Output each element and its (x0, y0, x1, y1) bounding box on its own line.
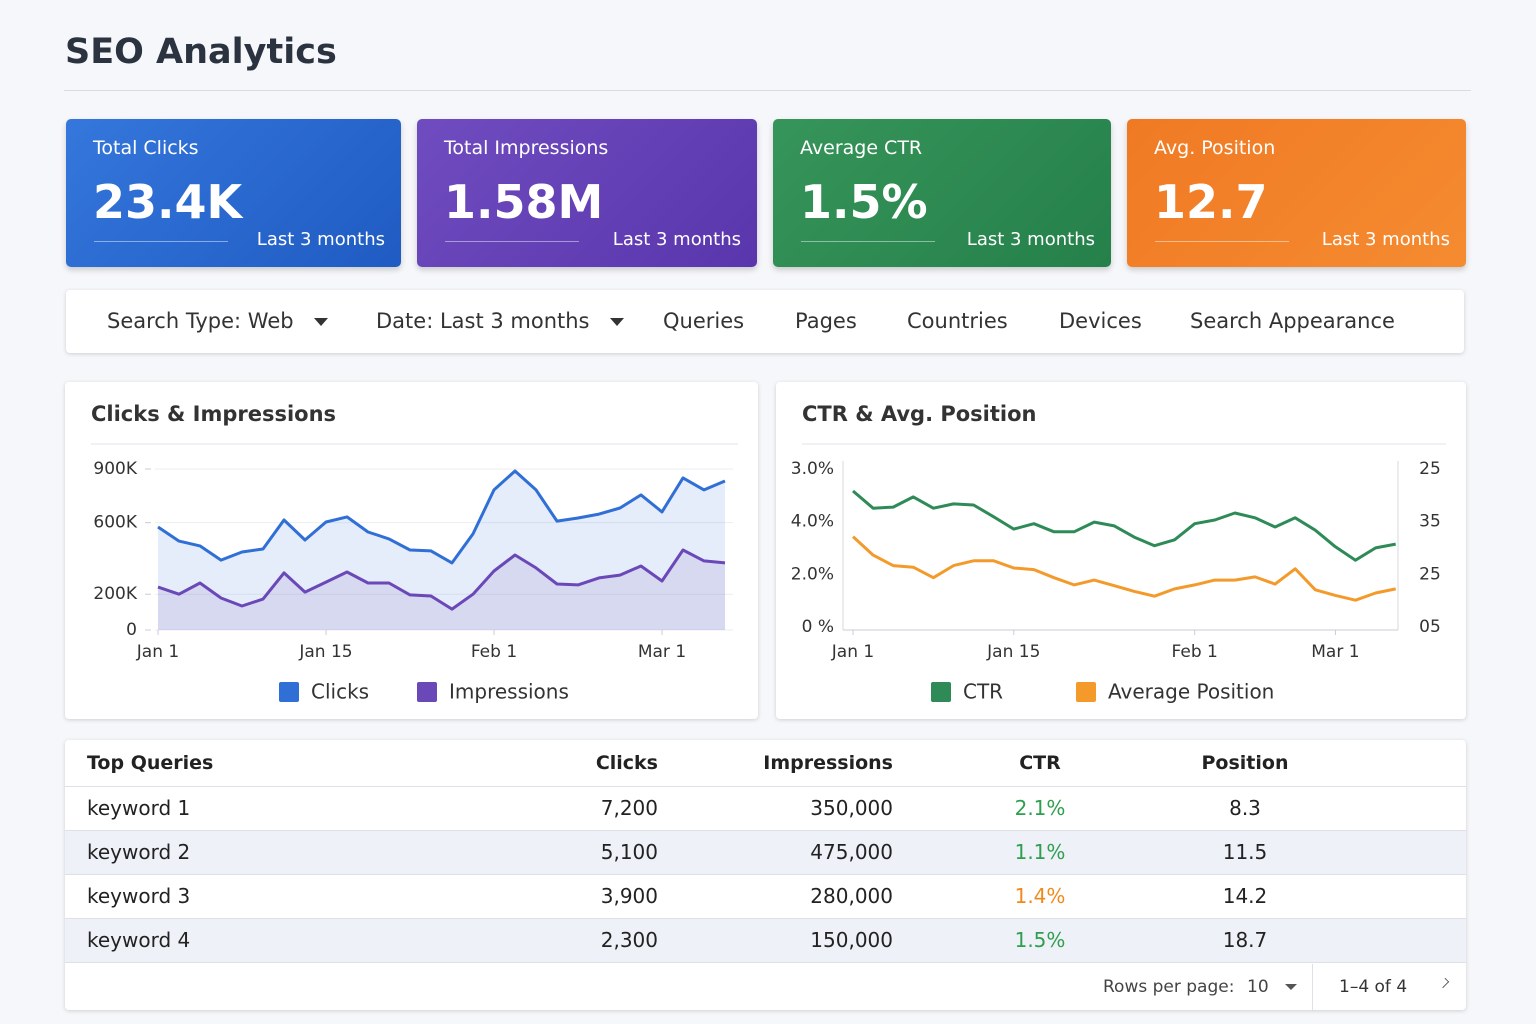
table-cell: keyword 1 (87, 796, 191, 820)
filter-tab[interactable]: Pages (795, 309, 857, 333)
kpi-label: Avg. Position (1154, 137, 1276, 159)
pagination-range: 1–4 of 4 (1339, 977, 1408, 997)
kpi-underline (445, 241, 579, 242)
table-cell: 18.7 (1222, 928, 1268, 952)
table-cell: 2,300 (600, 928, 658, 952)
table-cell: 14.2 (1222, 884, 1268, 908)
table-row (65, 918, 1466, 963)
table-cell: 280,000 (810, 884, 893, 908)
divider (64, 90, 1471, 91)
page-title: SEO Analytics (65, 32, 337, 72)
filter-label: Search Appearance (1190, 309, 1395, 333)
column-header: CTR (1019, 752, 1061, 774)
filter-label: Countries (907, 309, 1008, 333)
filter-label: Date: Last 3 months (376, 309, 590, 333)
table-cell: 475,000 (810, 840, 893, 864)
table-row (65, 786, 1466, 831)
kpi-underline (801, 241, 935, 242)
kpi-value: 1.58M (444, 175, 604, 229)
rows-per-page-select[interactable]: 10 (1247, 977, 1297, 997)
filter-tab[interactable]: Countries (907, 309, 1008, 333)
kpi-card: Avg. Position 12.7 Last 3 months (1127, 119, 1466, 267)
table-cell: keyword 4 (87, 928, 191, 952)
table-row (65, 874, 1466, 919)
dropdown-caret (313, 318, 328, 326)
kpi-value: 1.5% (800, 175, 928, 229)
kpi-period: Last 3 months (256, 229, 385, 250)
kpi-label: Total Clicks (93, 137, 199, 159)
column-header: Top Queries (87, 752, 214, 774)
kpi-period: Last 3 months (612, 229, 741, 250)
kpi-label: Total Impressions (444, 137, 609, 159)
column-header: Impressions (763, 752, 893, 774)
rows-per-page-value: 10 (1247, 977, 1269, 997)
filter-tab[interactable]: Devices (1059, 309, 1142, 333)
table-footer-divider (65, 962, 1466, 963)
filter-label: Search Type: Web (107, 309, 294, 333)
table-card: Top Queries Clicks Impressions CTR Position k… (65, 740, 1466, 1010)
table-cell: 2.1% (1014, 796, 1066, 820)
kpi-underline (94, 241, 228, 242)
table-cell: 5,100 (600, 840, 658, 864)
kpi-value: 12.7 (1154, 175, 1268, 229)
table-cell: 1.5% (1014, 928, 1066, 952)
table-cell: 350,000 (810, 796, 893, 820)
table-cell: 1.4% (1014, 884, 1066, 908)
table-cell: 8.3 (1229, 796, 1261, 820)
kpi-label: Average CTR (800, 137, 923, 159)
filter-label: Devices (1059, 309, 1142, 333)
filter-label: Pages (795, 309, 857, 333)
kpi-underline (1155, 241, 1289, 242)
filter-tab[interactable]: Search Appearance (1190, 309, 1395, 333)
kpi-period: Last 3 months (1321, 229, 1450, 250)
table-cell: 1.1% (1014, 840, 1066, 864)
dropdown-caret (609, 318, 624, 326)
table-cell: 11.5 (1222, 840, 1268, 864)
rows-per-page-label: Rows per page: (1103, 977, 1235, 997)
next-page-button[interactable] (1438, 977, 1450, 989)
chart-card (65, 382, 758, 719)
table-cell: keyword 2 (87, 840, 191, 864)
filter-bar: Search Type: Web Date: Last 3 months Queri… (66, 290, 1464, 353)
pagination-divider (1312, 964, 1313, 1010)
table-row (65, 830, 1466, 875)
filter-label: Queries (663, 309, 745, 333)
table-cell: keyword 3 (87, 884, 191, 908)
table-cell: 150,000 (810, 928, 893, 952)
column-header: Clicks (595, 752, 658, 774)
filter-tab[interactable]: Queries (663, 309, 744, 333)
table-cell: 7,200 (600, 796, 658, 820)
filter-dropdown[interactable]: Date: Last 3 months (376, 309, 624, 333)
kpi-card: Total Clicks 23.4K Last 3 months (66, 119, 401, 267)
table-cell: 3,900 (600, 884, 658, 908)
kpi-card: Total Impressions 1.58M Last 3 months (417, 119, 757, 267)
column-header: Position (1201, 752, 1289, 774)
filter-dropdown[interactable]: Search Type: Web (107, 309, 328, 333)
chart-card (776, 382, 1466, 719)
dropdown-caret (1284, 984, 1297, 990)
kpi-value: 23.4K (93, 175, 243, 229)
kpi-card: Average CTR 1.5% Last 3 months (773, 119, 1111, 267)
kpi-period: Last 3 months (966, 229, 1095, 250)
